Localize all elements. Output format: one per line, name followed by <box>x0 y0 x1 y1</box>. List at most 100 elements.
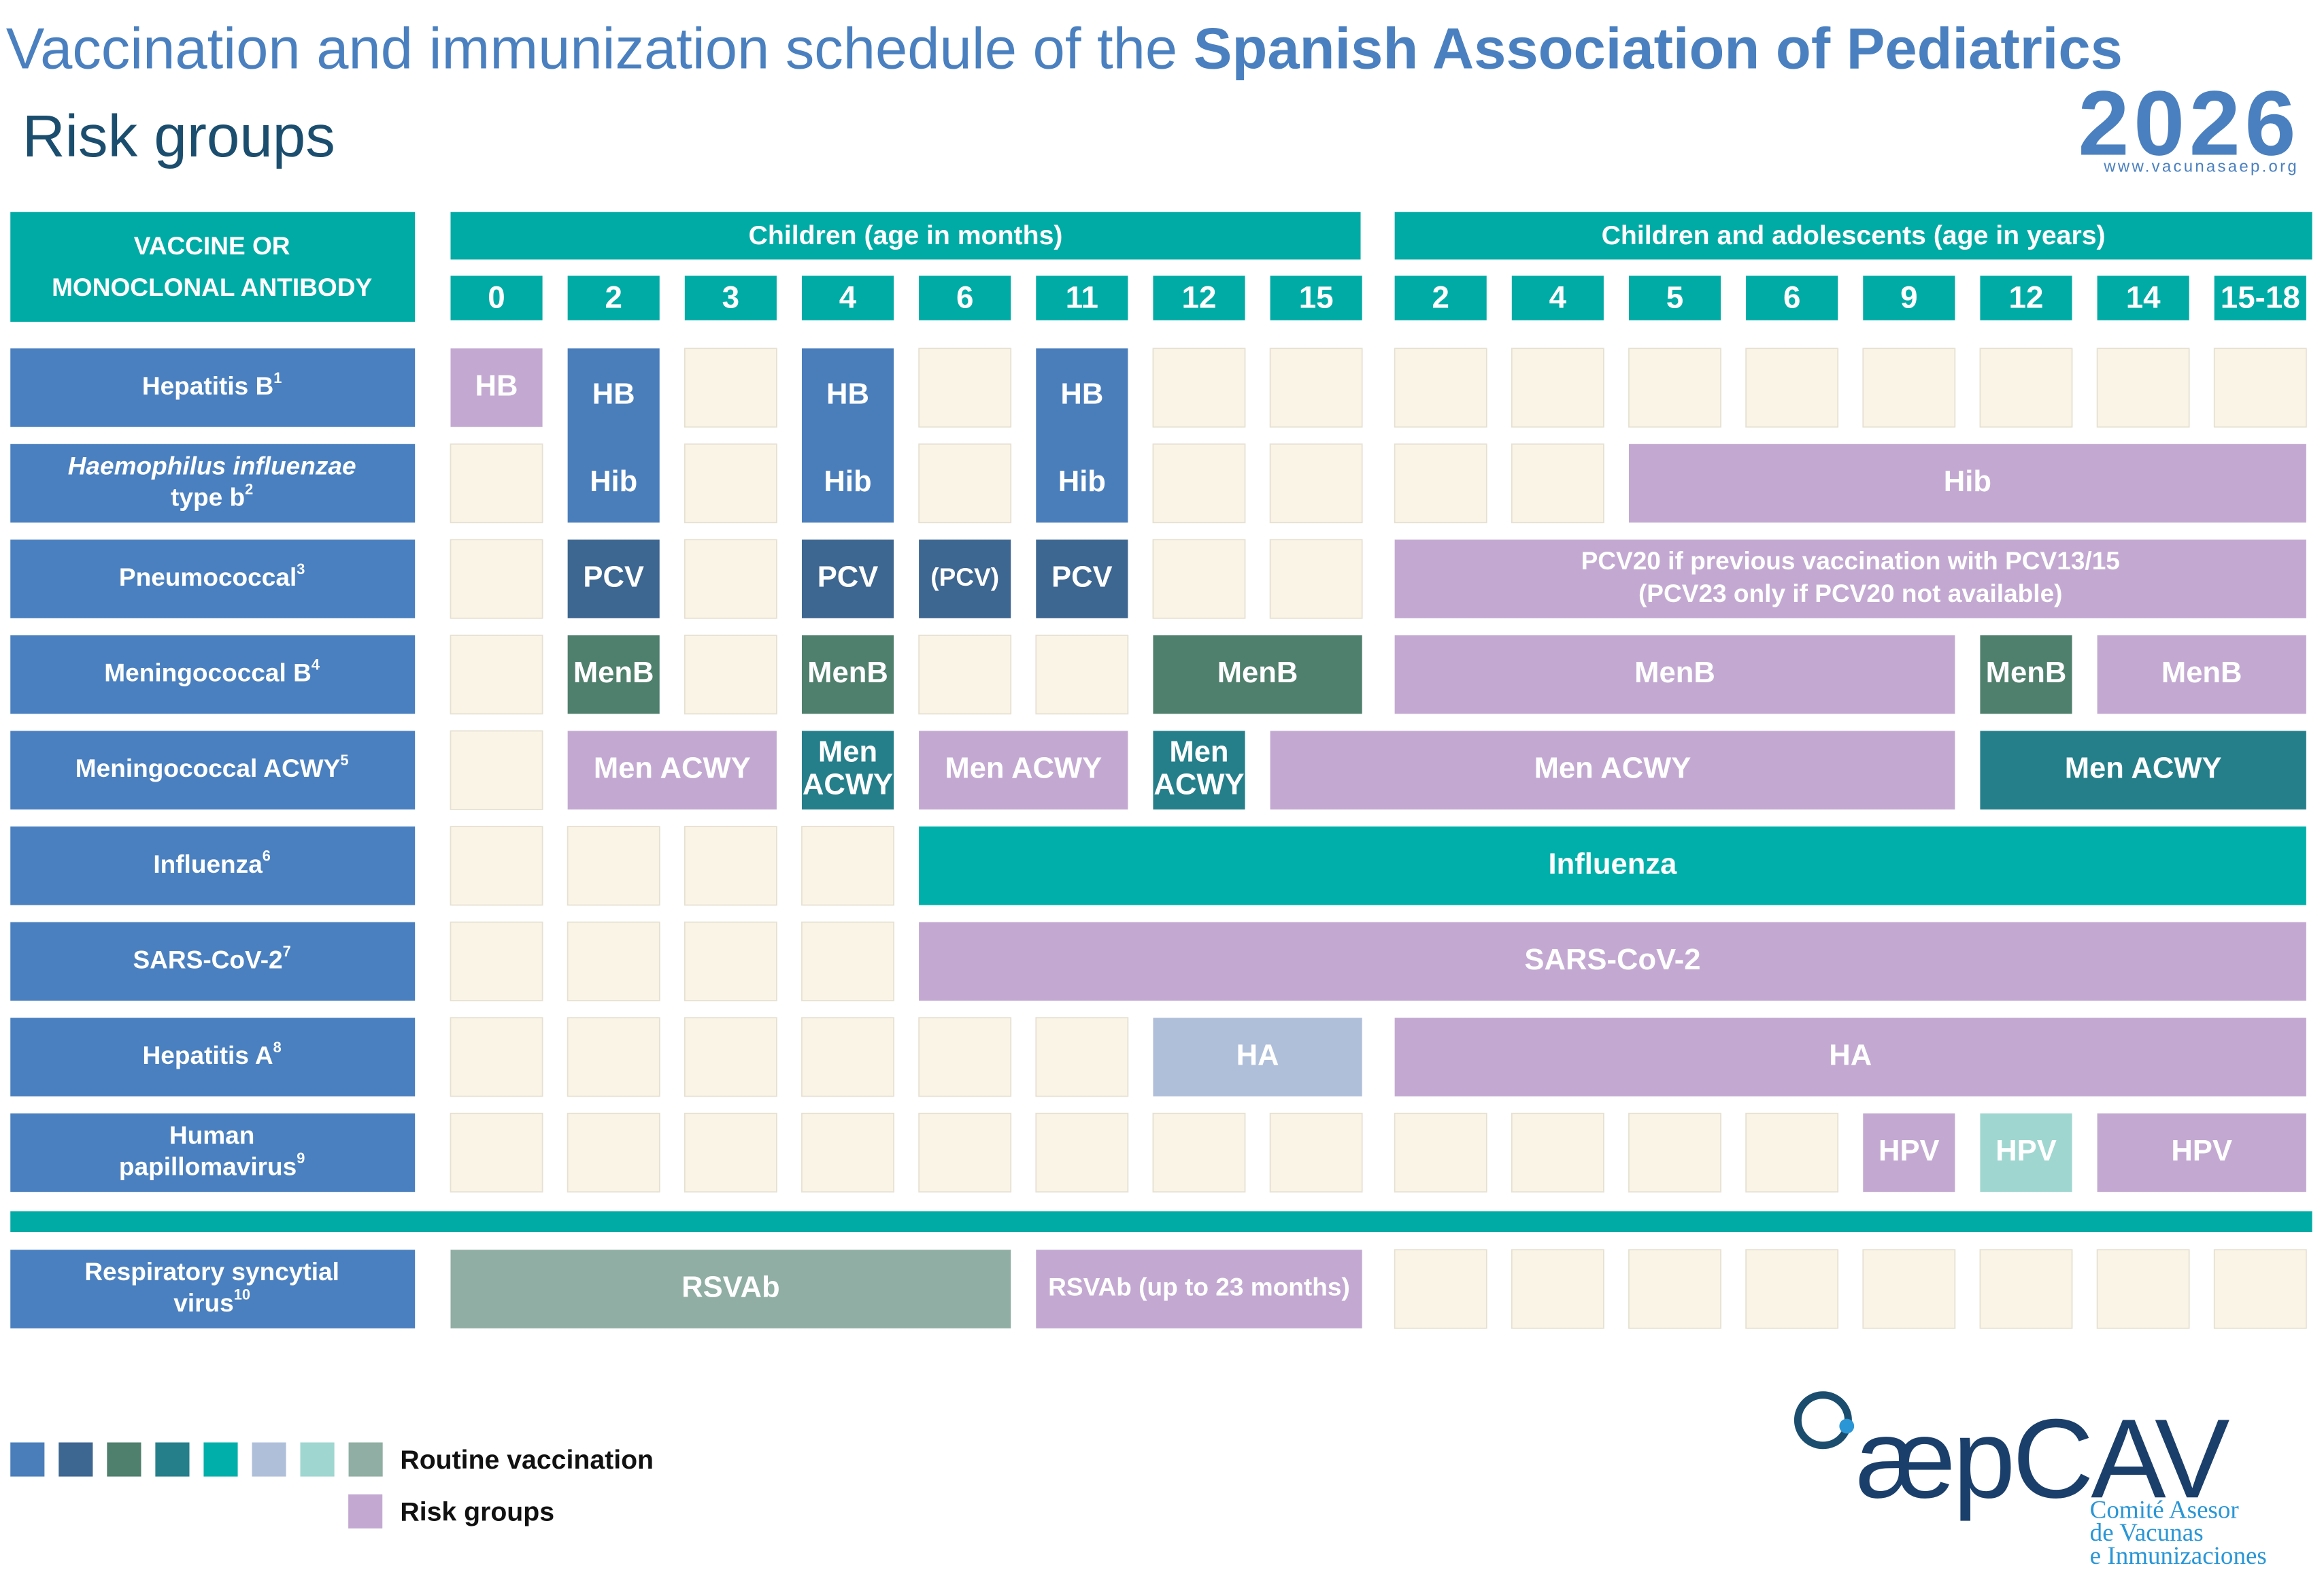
schedule-block <box>567 348 660 523</box>
column-header <box>450 275 543 320</box>
empty-cell <box>450 730 543 810</box>
legend-label: Routine vaccination <box>400 1445 654 1475</box>
row-label-note: 9 <box>297 1150 305 1167</box>
empty-cell <box>684 826 777 906</box>
corner-label: VACCINE OR <box>134 231 290 260</box>
row-label-note: 5 <box>340 752 348 769</box>
column-header <box>1511 275 1604 320</box>
block-label: Hib <box>1058 465 1106 498</box>
column-label: 9 <box>1900 280 1917 314</box>
column-label: 12 <box>2009 280 2044 314</box>
block-label: Hib <box>590 465 637 498</box>
legend-swatch <box>203 1442 238 1477</box>
column-label: 12 <box>1182 280 1217 314</box>
row-label-note: 7 <box>283 943 291 960</box>
row-label-cell <box>10 635 416 714</box>
corner-label: MONOCLONAL ANTIBODY <box>52 273 372 301</box>
column-label: 14 <box>2126 280 2161 314</box>
row-label-text: Human <box>169 1120 255 1149</box>
empty-cell <box>918 443 1012 524</box>
row-label-cell <box>10 539 416 618</box>
row-label-cell <box>10 826 416 905</box>
empty-cell <box>450 921 543 1001</box>
empty-cell <box>1035 635 1129 715</box>
block-label: Men ACWY <box>594 752 751 785</box>
schedule-block <box>1153 635 1362 714</box>
column-header <box>1270 275 1362 320</box>
row-label-note: 8 <box>273 1039 282 1056</box>
empty-cell <box>1511 443 1604 524</box>
row-label: Pneumococcal3 <box>119 561 305 591</box>
column-header <box>1980 275 2072 320</box>
block-label: ACWY <box>803 769 893 801</box>
block-label: MenB <box>1217 656 1298 689</box>
block-label: HB <box>592 378 635 410</box>
column-header <box>1394 275 1487 320</box>
block-label: Men ACWY <box>945 752 1102 785</box>
column-header <box>684 275 777 320</box>
logo-line: e Inmunizaciones <box>2090 1542 2267 1570</box>
block-label: HB <box>826 378 869 410</box>
title-bold: Spanish Association of Pediatrics <box>1194 17 2123 82</box>
row-label: papillomavirus9 <box>119 1150 305 1180</box>
schedule-block <box>919 922 2306 1001</box>
empty-cell <box>567 1017 660 1097</box>
empty-cell <box>1862 348 1956 428</box>
column-label: 6 <box>956 280 973 314</box>
empty-cell <box>684 348 777 428</box>
schedule-block <box>1270 731 1955 809</box>
row-label: Respiratory syncytial <box>84 1257 339 1286</box>
row-label-text: virus <box>173 1288 234 1317</box>
empty-cell <box>1628 1249 1721 1329</box>
empty-cell <box>1628 348 1721 428</box>
schedule-block <box>919 826 2306 905</box>
empty-cell <box>450 635 543 715</box>
column-header <box>567 275 660 320</box>
row-label: type b2 <box>171 480 253 511</box>
schedule-block <box>801 539 894 618</box>
group-header <box>450 212 1361 260</box>
row-label-text: Influenza <box>153 850 263 878</box>
empty-cell <box>684 1112 777 1193</box>
empty-cell <box>1152 348 1246 428</box>
year: 2026 <box>2078 72 2300 175</box>
row-label-note: 10 <box>234 1286 250 1303</box>
row-label-text: type b <box>171 482 245 511</box>
schedule-block <box>1036 348 1128 523</box>
schedule-block <box>1394 635 1955 714</box>
column-label: 3 <box>722 280 739 314</box>
row-label-text: Respiratory syncytial <box>84 1257 339 1286</box>
schedule-block <box>1394 539 2306 618</box>
empty-cell <box>684 539 777 619</box>
empty-cell <box>684 921 777 1001</box>
empty-cell <box>2213 348 2307 428</box>
empty-cell <box>1511 1112 1604 1193</box>
empty-cell <box>450 1017 543 1097</box>
empty-cell <box>1511 1249 1604 1329</box>
logo-line: de Vacunas <box>2090 1519 2204 1547</box>
schedule-block <box>1036 539 1128 618</box>
column-label: 11 <box>1066 280 1098 314</box>
logo-ring <box>1793 1391 1852 1450</box>
block-label: RSVAb (up to 23 months) <box>1048 1273 1350 1301</box>
legend-swatch <box>348 1494 383 1529</box>
empty-cell <box>918 348 1012 428</box>
legend-swatch <box>155 1442 190 1477</box>
block-label: HB <box>1060 378 1103 410</box>
row-label: Human <box>169 1120 255 1149</box>
empty-cell <box>1035 1112 1129 1193</box>
block-label: RSVAb <box>681 1271 779 1303</box>
schedule-block <box>1153 731 1245 809</box>
block-label: HB <box>475 369 518 402</box>
empty-cell <box>1745 1249 1839 1329</box>
column-header <box>1036 275 1128 320</box>
row-label: Influenza6 <box>153 847 271 878</box>
empty-cell <box>801 826 894 906</box>
schedule-block <box>801 348 894 523</box>
column-label: 4 <box>839 280 857 314</box>
url: www.vacunasaep.org <box>2103 158 2299 176</box>
legend-swatch <box>58 1442 93 1477</box>
block-label: Men ACWY <box>1534 752 1691 785</box>
legend-label: Risk groups <box>400 1497 554 1526</box>
